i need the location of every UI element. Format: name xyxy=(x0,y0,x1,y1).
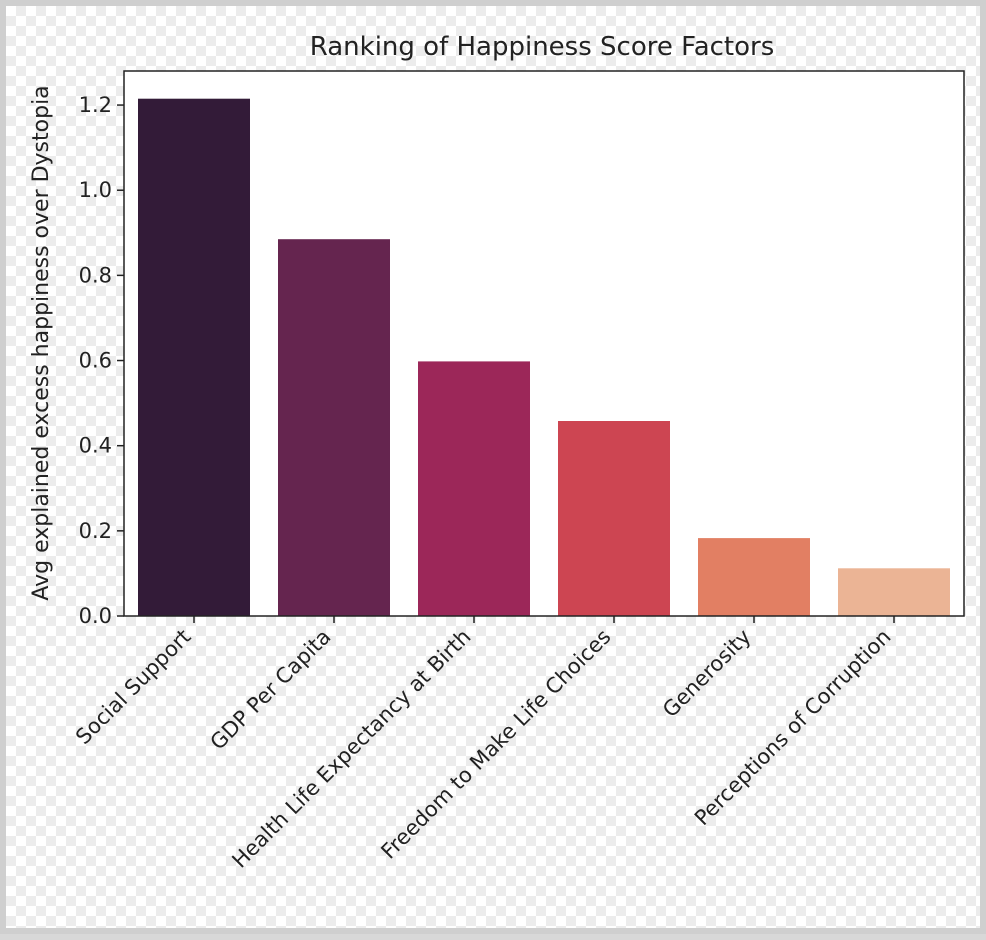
x-tick-label: Social Support xyxy=(71,625,195,749)
y-tick-label: 1.2 xyxy=(79,93,112,117)
y-axis-label: Avg explained excess happiness over Dyst… xyxy=(29,85,54,600)
x-tick-label: Health Life Expectancy at Birth xyxy=(227,625,475,873)
chart-title: Ranking of Happiness Score Factors xyxy=(310,32,775,62)
y-tick-label: 0.8 xyxy=(79,263,112,287)
bar-3 xyxy=(558,421,670,616)
bar-4 xyxy=(698,538,810,616)
bar-0 xyxy=(138,98,250,616)
y-tick-label: 0.0 xyxy=(79,604,112,628)
bars-group xyxy=(138,98,950,616)
y-tick-label: 0.4 xyxy=(79,434,112,458)
y-tick-label: 1.0 xyxy=(79,178,112,202)
x-tick-label: GDP Per Capita xyxy=(206,625,336,755)
bar-1 xyxy=(278,239,390,616)
y-axis-ticks: 0.0 0.2 0.4 0.6 0.8 1.0 1.2 xyxy=(79,93,124,628)
bar-2 xyxy=(418,361,530,616)
y-tick-label: 0.2 xyxy=(79,519,112,543)
y-tick-label: 0.6 xyxy=(79,349,112,373)
x-tick-label: Freedom to Make Life Choices xyxy=(376,625,615,864)
plot-area xyxy=(124,71,964,616)
plot-frame xyxy=(123,70,965,617)
bar-5 xyxy=(838,568,950,616)
bar-chart: Ranking of Happiness Score Factors Avg e… xyxy=(29,32,965,873)
x-tick-label: Generosity xyxy=(658,625,756,723)
